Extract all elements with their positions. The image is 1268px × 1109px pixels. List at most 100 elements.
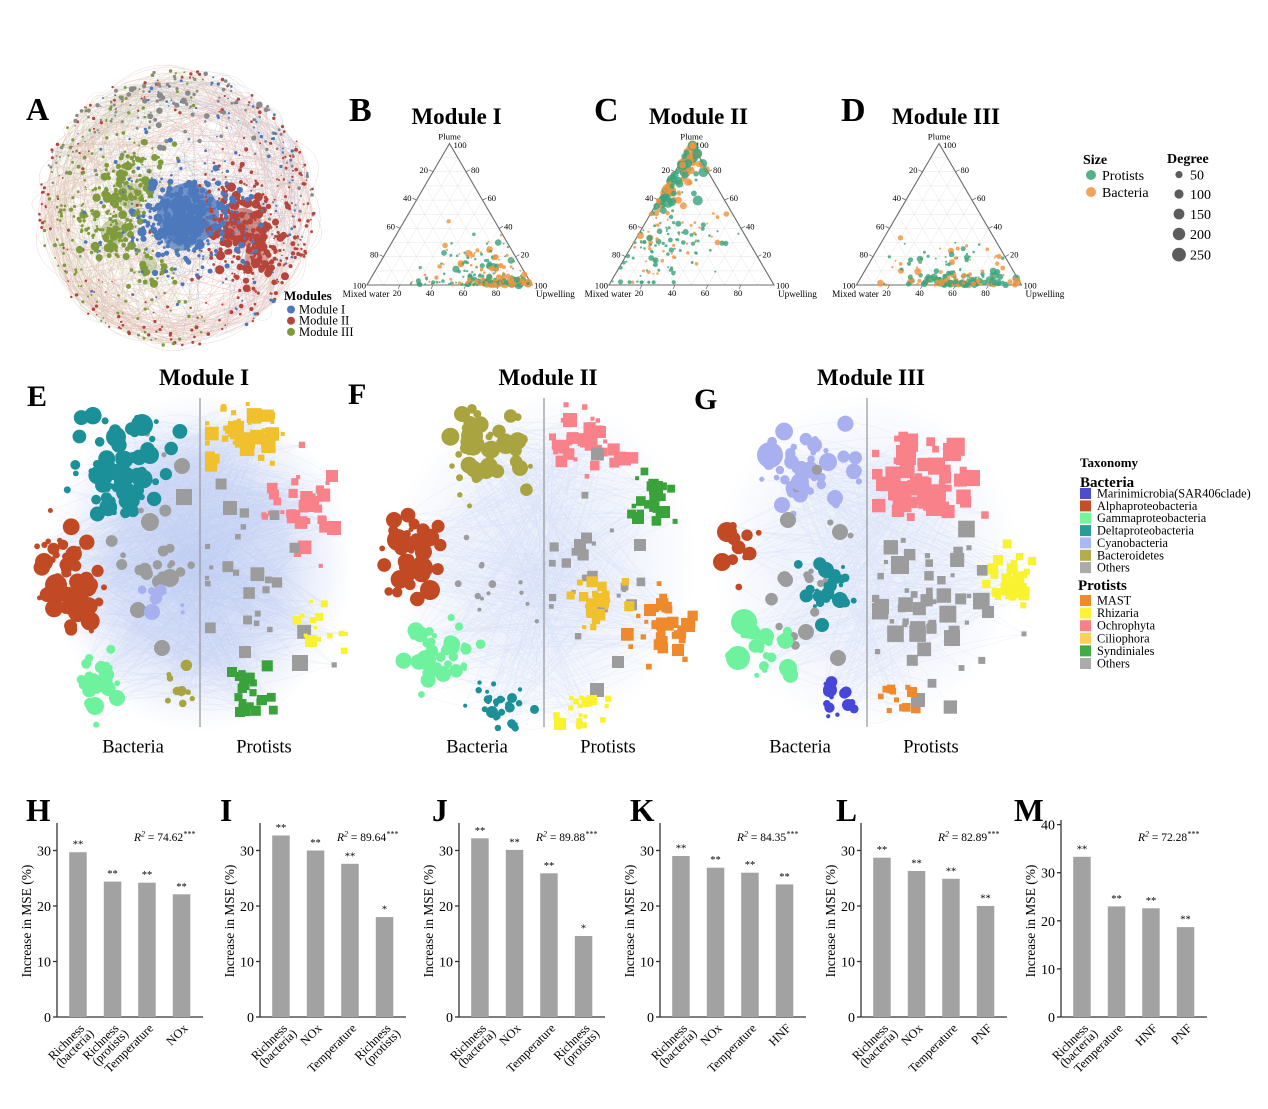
svg-text:Module I: Module I xyxy=(411,104,501,129)
svg-text:Protists: Protists xyxy=(236,738,292,758)
svg-text:**: ** xyxy=(107,869,118,880)
svg-text:60: 60 xyxy=(701,288,710,298)
svg-text:20: 20 xyxy=(909,165,918,175)
svg-text:Upwelling: Upwelling xyxy=(778,289,817,299)
svg-text:30: 30 xyxy=(841,845,855,860)
svg-text:80: 80 xyxy=(734,288,743,298)
svg-text:100: 100 xyxy=(776,281,790,291)
svg-text:Plume: Plume xyxy=(680,132,703,142)
svg-text:100: 100 xyxy=(353,281,367,291)
svg-text:K: K xyxy=(630,793,655,828)
svg-text:Alphaproteobacteria: Alphaproteobacteria xyxy=(1097,499,1198,513)
svg-text:Increase in MSE (%): Increase in MSE (%) xyxy=(19,865,34,978)
svg-text:10: 10 xyxy=(240,956,254,971)
svg-text:80: 80 xyxy=(860,250,869,260)
svg-text:NOx: NOx xyxy=(298,1021,326,1049)
svg-text:Module II: Module II xyxy=(299,314,349,328)
svg-text:60: 60 xyxy=(876,221,885,231)
svg-text:**: ** xyxy=(980,894,991,905)
svg-text:Cyanobacteria: Cyanobacteria xyxy=(1097,536,1169,550)
svg-text:Bacteroidetes: Bacteroidetes xyxy=(1097,548,1164,562)
svg-text:Increase in MSE (%): Increase in MSE (%) xyxy=(421,865,436,978)
svg-text:60: 60 xyxy=(488,193,497,203)
svg-text:Size: Size xyxy=(1083,153,1107,168)
svg-text:HNF: HNF xyxy=(1133,1021,1161,1049)
svg-text:**: ** xyxy=(276,823,287,834)
svg-text:J: J xyxy=(432,793,448,828)
svg-text:60: 60 xyxy=(730,193,739,203)
svg-text:80: 80 xyxy=(492,288,501,298)
svg-text:80: 80 xyxy=(370,250,379,260)
svg-text:**: ** xyxy=(779,872,790,883)
svg-text:**: ** xyxy=(745,860,756,871)
svg-text:Module II: Module II xyxy=(649,104,748,129)
svg-text:**: ** xyxy=(1077,844,1088,855)
svg-text:Increase in MSE (%): Increase in MSE (%) xyxy=(222,865,237,978)
svg-text:40: 40 xyxy=(645,193,654,203)
svg-text:250: 250 xyxy=(1190,249,1211,264)
svg-text:30: 30 xyxy=(37,845,51,860)
svg-text:Marinimicrobia(SAR406clade): Marinimicrobia(SAR406clade) xyxy=(1097,487,1251,501)
svg-text:Richness(bacteria): Richness(bacteria) xyxy=(248,1019,299,1070)
svg-text:Protists: Protists xyxy=(580,738,636,758)
svg-text:80: 80 xyxy=(961,165,970,175)
svg-text:40: 40 xyxy=(746,221,755,231)
svg-text:Degree: Degree xyxy=(1167,152,1209,167)
svg-text:**: ** xyxy=(176,882,187,893)
svg-text:**: ** xyxy=(1111,894,1122,905)
svg-text:Deltaproteobacteria: Deltaproteobacteria xyxy=(1097,524,1194,538)
svg-text:NOx: NOx xyxy=(164,1021,192,1049)
svg-text:**: ** xyxy=(310,838,321,849)
svg-text:R2 = 89.64***: R2 = 89.64*** xyxy=(336,830,398,845)
svg-text:PNF: PNF xyxy=(969,1021,995,1047)
svg-text:40: 40 xyxy=(504,221,513,231)
svg-text:Mixed water: Mixed water xyxy=(343,289,390,299)
svg-text:Bacteria: Bacteria xyxy=(1080,475,1135,491)
svg-text:30: 30 xyxy=(640,845,654,860)
svg-text:10: 10 xyxy=(841,956,855,971)
svg-text:Increase in MSE (%): Increase in MSE (%) xyxy=(622,865,637,978)
svg-text:20: 20 xyxy=(439,900,453,915)
svg-text:Richness(bacteria): Richness(bacteria) xyxy=(849,1019,900,1070)
svg-text:100: 100 xyxy=(595,281,609,291)
svg-text:60: 60 xyxy=(948,288,957,298)
svg-text:10: 10 xyxy=(439,956,453,971)
svg-text:Module II: Module II xyxy=(498,365,597,390)
svg-text:Bacteria: Bacteria xyxy=(102,738,164,758)
svg-text:0: 0 xyxy=(1048,1011,1055,1026)
svg-text:60: 60 xyxy=(629,221,638,231)
svg-text:D: D xyxy=(841,92,866,129)
svg-text:C: C xyxy=(594,92,619,129)
svg-text:200: 200 xyxy=(1190,228,1211,243)
svg-text:Ciliophora: Ciliophora xyxy=(1097,631,1150,645)
svg-text:100: 100 xyxy=(1190,188,1211,203)
svg-text:**: ** xyxy=(946,866,957,877)
svg-text:0: 0 xyxy=(647,1011,654,1026)
svg-text:40: 40 xyxy=(403,193,412,203)
svg-text:R2 = 84.35***: R2 = 84.35*** xyxy=(736,830,798,845)
svg-text:HNF: HNF xyxy=(766,1021,794,1049)
svg-text:F: F xyxy=(348,378,366,411)
svg-text:80: 80 xyxy=(713,165,722,175)
svg-text:I: I xyxy=(220,793,232,828)
svg-text:Protists: Protists xyxy=(1102,169,1144,184)
svg-text:Plume: Plume xyxy=(928,132,951,142)
svg-text:M: M xyxy=(1014,793,1044,828)
svg-text:Bacteria: Bacteria xyxy=(769,738,831,758)
svg-text:Gammaproteobacteria: Gammaproteobacteria xyxy=(1097,511,1207,525)
svg-text:Upwelling: Upwelling xyxy=(1026,289,1065,299)
svg-text:100: 100 xyxy=(696,140,710,150)
svg-text:40: 40 xyxy=(426,288,435,298)
svg-text:40: 40 xyxy=(1041,819,1055,834)
svg-text:30: 30 xyxy=(1041,867,1055,882)
svg-text:Bacteria: Bacteria xyxy=(446,738,508,758)
svg-text:Modules: Modules xyxy=(284,288,332,303)
svg-text:Bacteria: Bacteria xyxy=(1102,186,1149,201)
svg-text:20: 20 xyxy=(240,900,254,915)
svg-text:Module I: Module I xyxy=(299,303,345,317)
svg-text:40: 40 xyxy=(915,288,924,298)
svg-text:NOx: NOx xyxy=(899,1021,927,1049)
svg-text:**: ** xyxy=(1146,896,1157,907)
svg-text:20: 20 xyxy=(521,250,530,260)
svg-text:150: 150 xyxy=(1190,208,1211,223)
